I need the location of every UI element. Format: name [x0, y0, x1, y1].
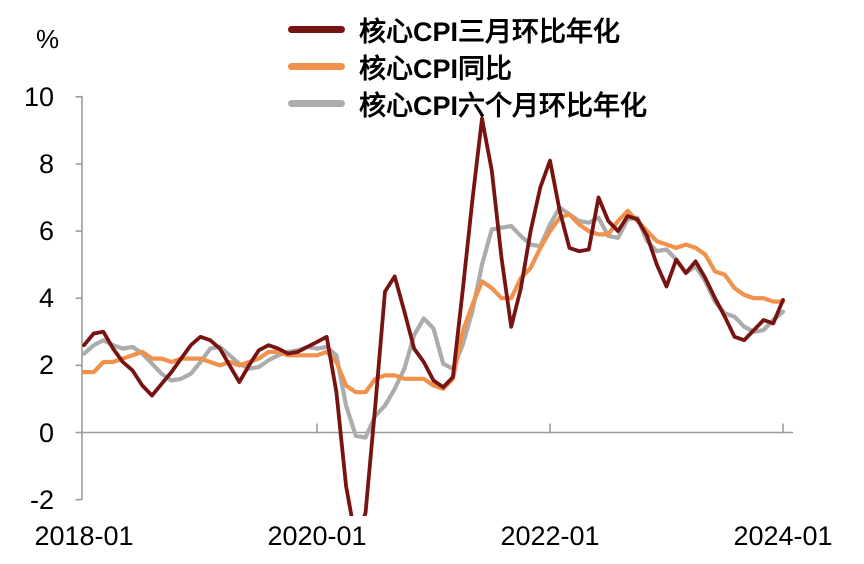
x-tick-label: 2020-01: [267, 521, 367, 551]
y-tick-label: -2: [29, 484, 54, 515]
x-tick-label: 2022-01: [500, 521, 600, 551]
legend-label: 核心CPI六个月环比年化: [359, 91, 648, 121]
legend-swatch-dark-red: [288, 26, 345, 33]
y-tick-label: 8: [38, 148, 54, 179]
legend-item-3m-annualized: 核心CPI三月环比年化: [288, 11, 647, 48]
y-axis-unit-label: %: [36, 24, 60, 54]
legend-swatch-orange: [288, 63, 345, 70]
y-tick-label: 0: [38, 417, 54, 448]
series-line-2: [82, 205, 786, 440]
legend-label: 核心CPI三月环比年化: [359, 17, 621, 47]
series-line-1: [82, 208, 786, 395]
legend: 核心CPI三月环比年化 核心CPI同比 核心CPI六个月环比年化: [288, 11, 647, 122]
legend-item-6m-annualized: 核心CPI六个月环比年化: [288, 85, 647, 122]
y-tick-label: 2: [38, 350, 54, 381]
series-line-0: [82, 116, 785, 516]
legend-swatch-gray: [288, 100, 345, 107]
y-tick-label: 10: [23, 81, 54, 112]
y-tick-label: 4: [38, 283, 54, 314]
legend-item-yoy: 核心CPI同比: [288, 48, 647, 85]
legend-label: 核心CPI同比: [359, 54, 513, 84]
y-tick-label: 6: [38, 216, 54, 247]
x-tick-label: 2024-01: [733, 521, 833, 551]
x-tick-label: 2018-01: [34, 521, 134, 551]
